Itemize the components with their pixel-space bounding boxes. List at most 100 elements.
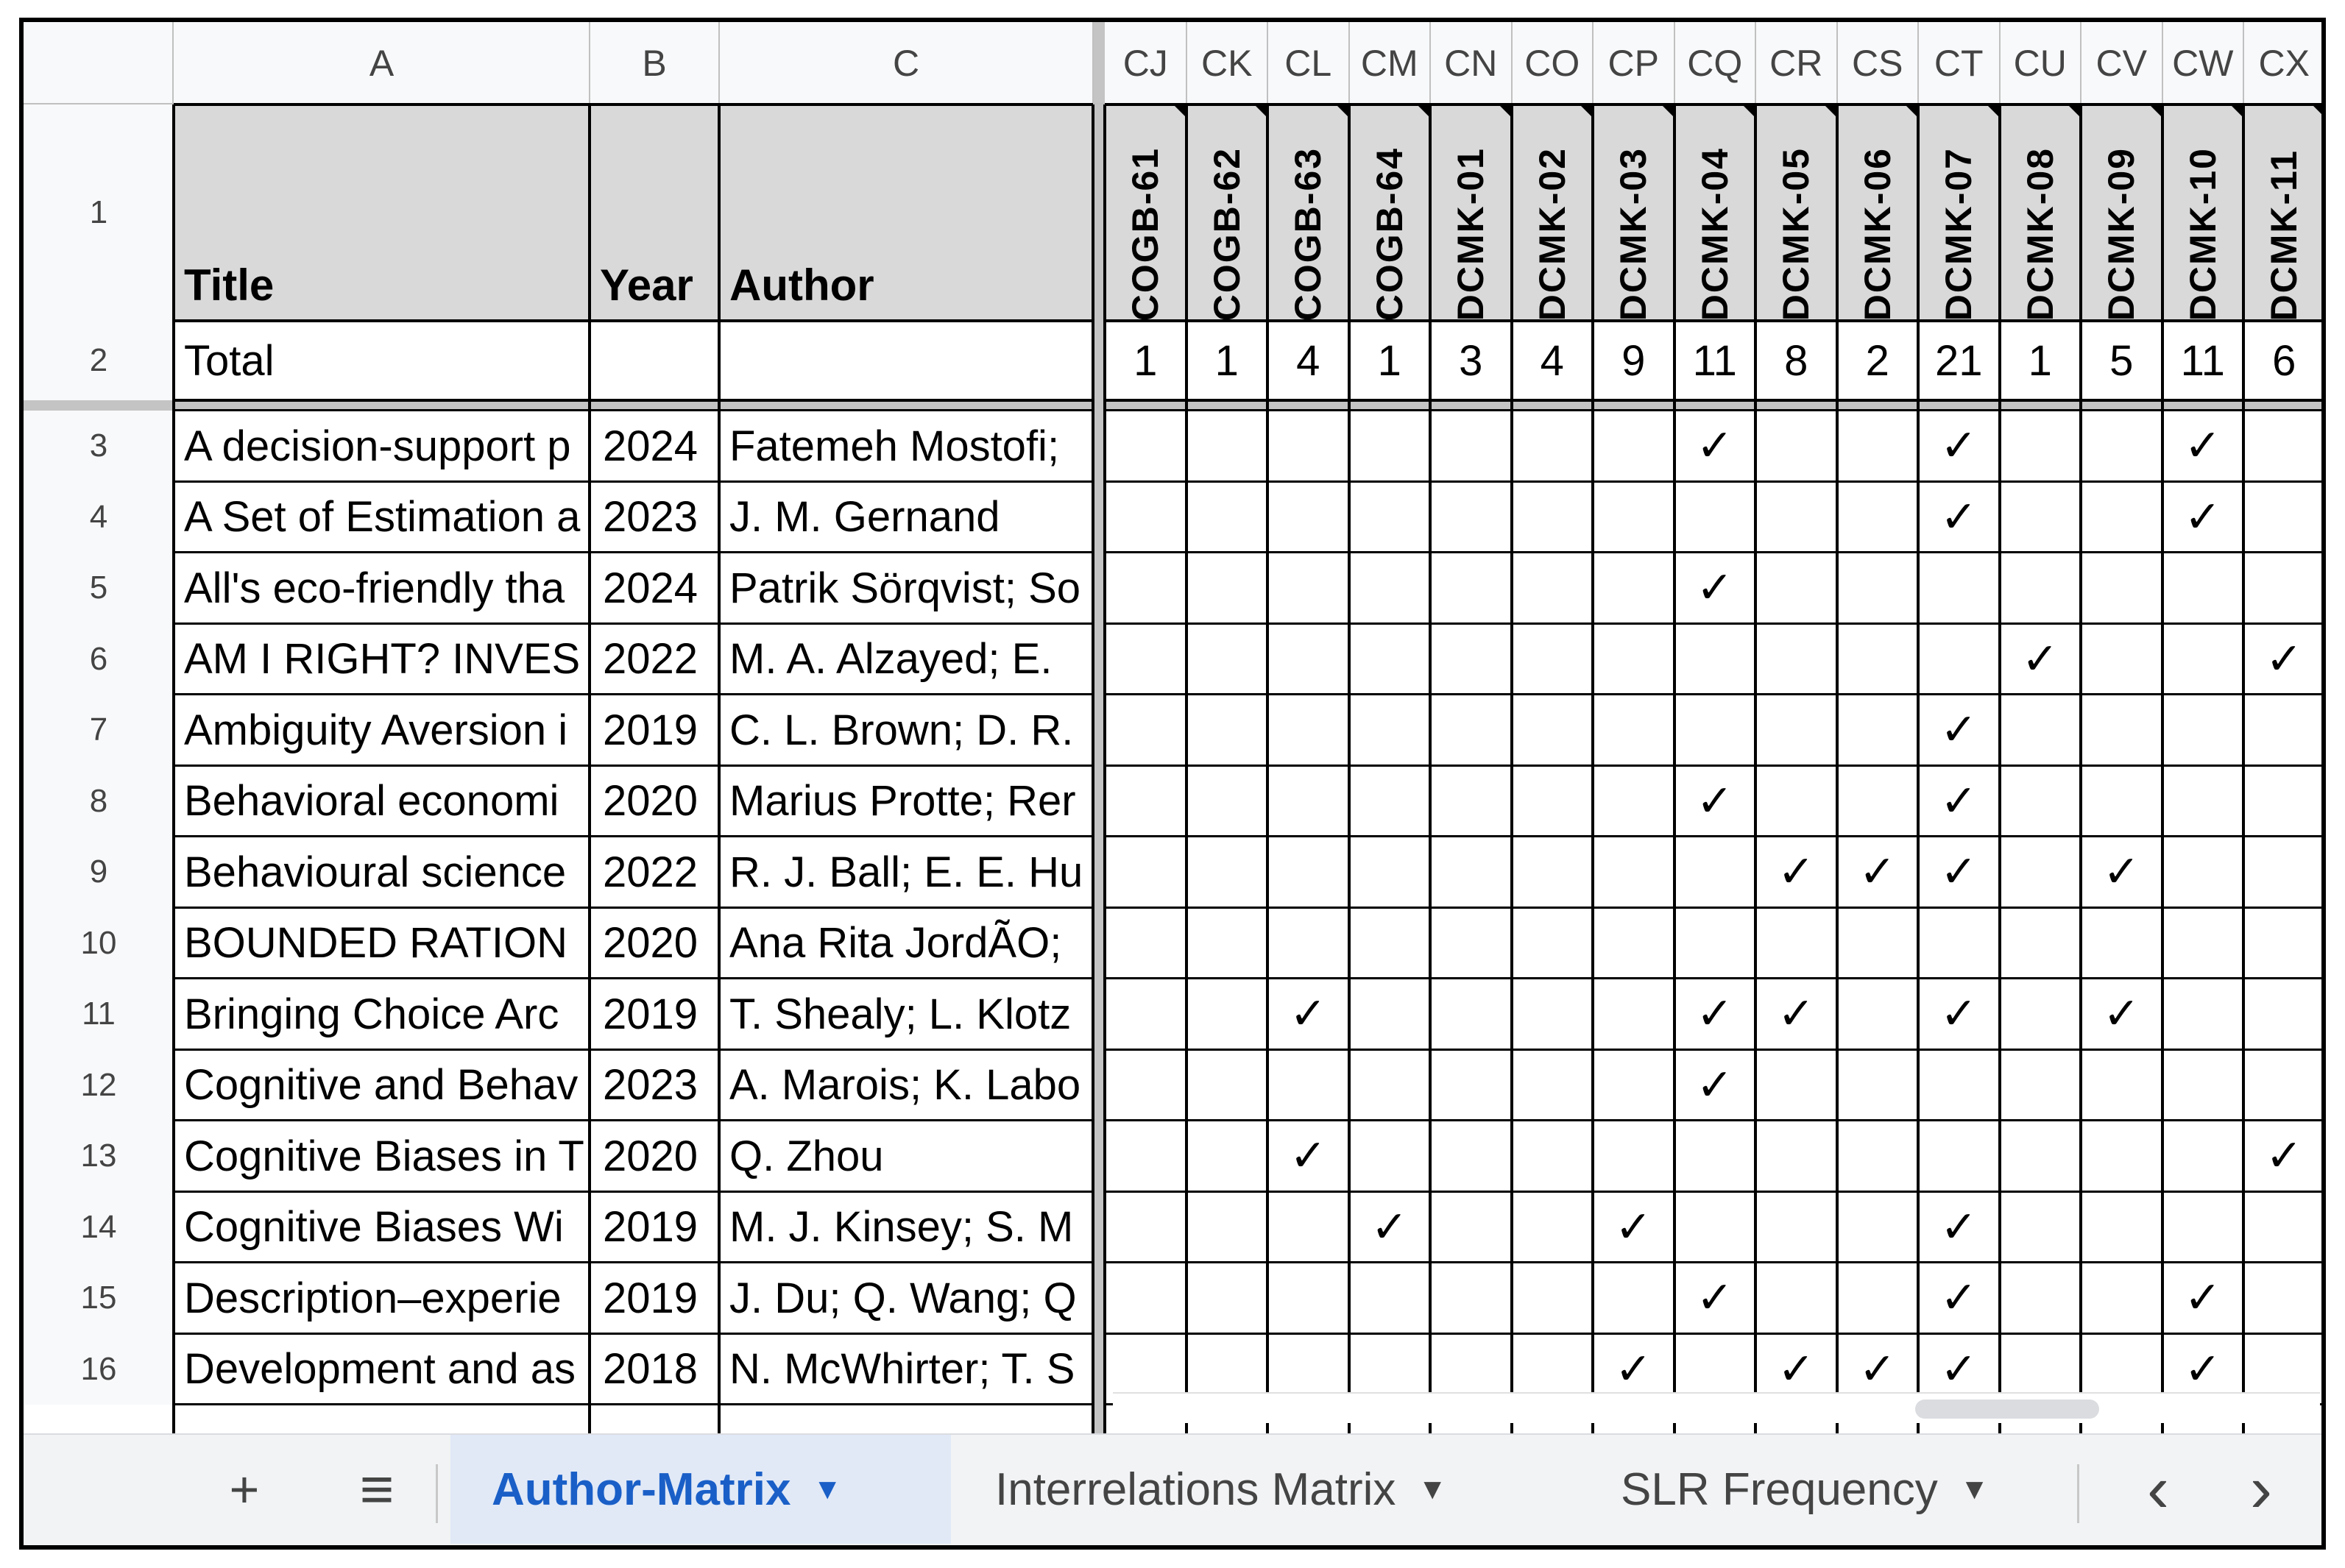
matrix-cell[interactable] [2243,979,2321,1050]
matrix-cell[interactable] [1512,766,1594,837]
matrix-cell[interactable] [1430,1121,1512,1192]
column-header-cn[interactable]: CN [1430,22,1512,104]
matrix-cell[interactable] [1755,1263,1837,1334]
matrix-cell[interactable] [1186,1121,1268,1192]
matrix-cell[interactable] [1349,1263,1431,1334]
matrix-cell[interactable] [1430,411,1512,482]
matrix-cell[interactable] [1593,624,1674,695]
title-cell[interactable]: AM I RIGHT? INVES [184,635,581,684]
year-cell[interactable]: 2019 [603,990,698,1038]
total-count-cell[interactable]: 4 [1296,336,1320,385]
tab-slr-frequency[interactable]: SLR Frequency ▼ [1621,1435,2033,1544]
year-cell[interactable]: 2019 [603,1203,698,1252]
matrix-cell[interactable] [1105,1050,1186,1121]
year-cell[interactable]: 2018 [603,1345,698,1394]
scroll-right-icon[interactable]: › [2250,1452,2272,1526]
matrix-cell[interactable] [1430,482,1512,553]
matrix-cell[interactable] [1755,908,1837,979]
matrix-cell[interactable] [1837,979,1919,1050]
total-author-cell[interactable] [719,321,1093,400]
year-cell[interactable]: 2022 [603,848,698,896]
author-cell[interactable]: A. Marois; K. Labo [729,1061,1081,1110]
matrix-cell[interactable] [1349,1121,1431,1192]
total-count-cell[interactable]: 11 [1692,336,1737,385]
matrix-cell[interactable] [1837,1192,1919,1263]
matrix-cell[interactable] [1186,766,1268,837]
total-count-cell[interactable]: 9 [1621,336,1646,385]
matrix-cell[interactable] [1593,908,1674,979]
matrix-cell[interactable] [2081,624,2162,695]
matrix-cell[interactable] [2162,1121,2244,1192]
title-cell[interactable]: Behavioral economi [184,777,559,826]
matrix-cell[interactable] [1186,695,1268,766]
matrix-cell[interactable] [2243,766,2321,837]
title-cell[interactable]: Bringing Choice Arc [184,990,559,1038]
select-all-corner[interactable] [24,22,174,104]
column-header-cp[interactable]: CP [1593,22,1674,104]
matrix-cell[interactable] [1755,1050,1837,1121]
total-label-cell[interactable]: Total [184,336,275,385]
title-cell[interactable]: Description–experie [184,1274,562,1322]
matrix-cell[interactable] [2081,1050,2162,1121]
matrix-cell[interactable] [2081,766,2162,837]
column-header-ct[interactable]: CT [1918,22,2000,104]
matrix-cell[interactable] [1755,766,1837,837]
matrix-cell[interactable] [2243,1050,2321,1121]
matrix-cell[interactable] [2243,1263,2321,1334]
title-cell[interactable]: A decision-support p [184,422,571,470]
matrix-cell[interactable] [2162,766,2244,837]
matrix-cell[interactable] [2162,979,2244,1050]
matrix-cell[interactable] [1349,695,1431,766]
matrix-cell[interactable] [1837,908,1919,979]
matrix-cell[interactable] [1512,482,1594,553]
matrix-cell[interactable] [1593,411,1674,482]
year-cell[interactable]: 2023 [603,493,698,542]
matrix-cell[interactable] [1512,1121,1594,1192]
matrix-cell[interactable] [1837,624,1919,695]
total-count-cell[interactable]: 2 [1865,336,1889,385]
column-header-co[interactable]: CO [1511,22,1593,104]
matrix-cell[interactable] [1512,624,1594,695]
matrix-cell[interactable] [1430,1263,1512,1334]
matrix-cell[interactable] [1512,1050,1594,1121]
matrix-cell[interactable] [1105,553,1186,624]
matrix-cell[interactable] [1918,908,2000,979]
matrix-cell[interactable] [1267,411,1349,482]
matrix-cell[interactable] [1105,411,1186,482]
matrix-cell[interactable] [1512,411,1594,482]
matrix-cell[interactable] [2081,1192,2162,1263]
matrix-cell[interactable] [2081,1263,2162,1334]
matrix-cell[interactable] [2162,624,2244,695]
total-count-cell[interactable]: 1 [2028,336,2052,385]
year-cell[interactable]: 2024 [603,564,698,612]
code-header-cell[interactable]: DCMK-10 [2162,104,2243,321]
matrix-cell[interactable] [2000,553,2082,624]
code-header-cell[interactable]: COGB-61 [1105,104,1186,321]
total-count-cell[interactable]: 4 [1540,336,1564,385]
matrix-cell[interactable] [1105,979,1186,1050]
matrix-cell[interactable] [1593,1050,1674,1121]
title-cell[interactable]: Ambiguity Aversion i [184,706,568,754]
header-cell-title[interactable]: Title [174,104,590,321]
column-header-cx[interactable]: CX [2243,22,2321,104]
matrix-cell[interactable] [1349,482,1431,553]
matrix-cell[interactable] [1430,695,1512,766]
chevron-down-icon[interactable]: ▼ [1959,1472,1989,1505]
matrix-cell[interactable] [1267,908,1349,979]
matrix-cell[interactable] [1755,1121,1837,1192]
horizontal-scrollbar[interactable] [1113,1392,2320,1423]
total-count-cell[interactable]: 6 [2272,336,2296,385]
matrix-cell[interactable] [1512,837,1594,908]
frozen-row-divider[interactable] [24,400,2321,411]
column-header-cr[interactable]: CR [1755,22,1837,104]
matrix-cell[interactable] [1593,1263,1674,1334]
matrix-cell[interactable] [1349,411,1431,482]
matrix-cell[interactable] [1837,553,1919,624]
code-header-cell[interactable]: DCMK-08 [1999,104,2081,321]
matrix-cell[interactable] [1430,908,1512,979]
matrix-cell[interactable] [2243,908,2321,979]
matrix-cell[interactable] [1349,553,1431,624]
matrix-cell[interactable] [1593,766,1674,837]
row-number[interactable]: 7 [24,695,174,766]
total-count-cell[interactable]: 8 [1784,336,1808,385]
